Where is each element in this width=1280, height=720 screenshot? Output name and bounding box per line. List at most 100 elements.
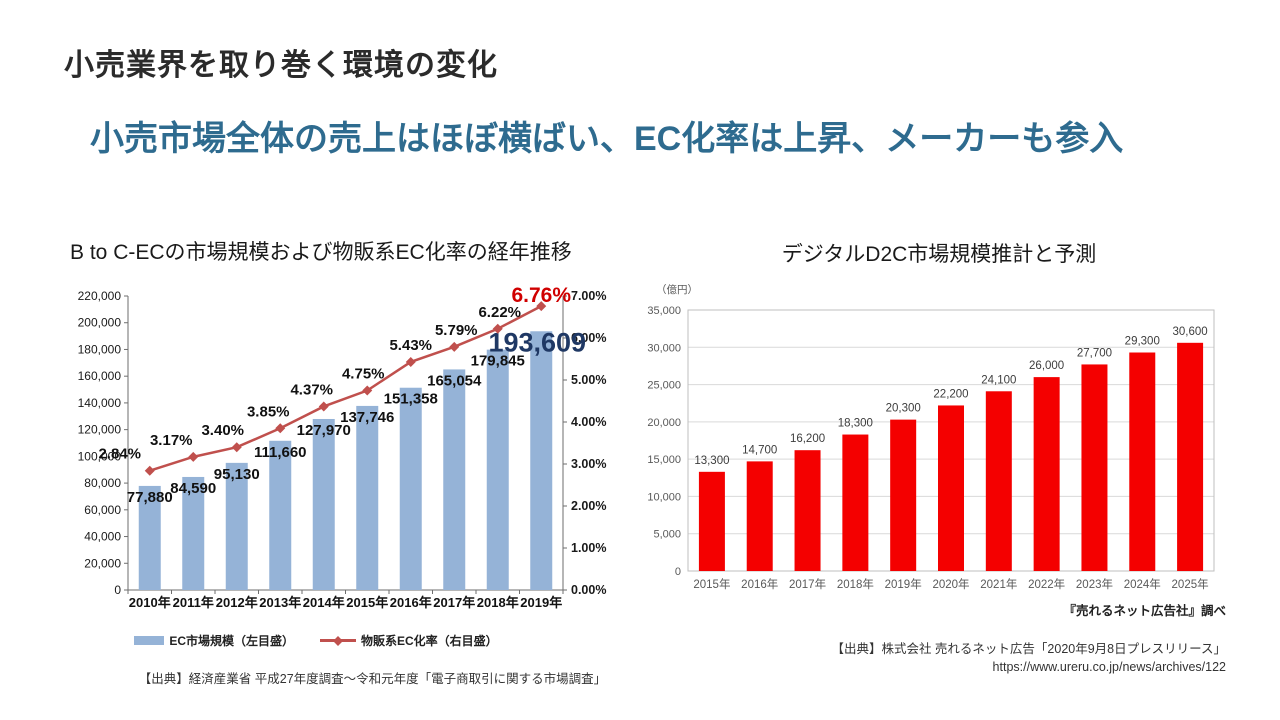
right-chart-caption: 『売れるネット広告社』調べ	[1063, 604, 1226, 618]
legend-label-bar: EC市場規模（左目盛）	[169, 634, 294, 648]
svg-text:2017年: 2017年	[789, 577, 826, 591]
svg-text:84,590: 84,590	[170, 480, 216, 497]
svg-text:30,000: 30,000	[647, 342, 681, 354]
svg-text:180,000: 180,000	[78, 342, 122, 356]
svg-text:29,300: 29,300	[1125, 336, 1160, 348]
svg-text:30,600: 30,600	[1172, 326, 1207, 338]
svg-text:160,000: 160,000	[78, 369, 122, 383]
svg-text:27,700: 27,700	[1077, 347, 1112, 359]
svg-text:18,300: 18,300	[838, 418, 873, 430]
svg-text:127,970: 127,970	[297, 422, 351, 439]
legend-label-line: 物販系EC化率（右目盛）	[361, 634, 498, 648]
svg-text:4.75%: 4.75%	[342, 366, 385, 383]
svg-text:2023年: 2023年	[1076, 577, 1113, 591]
svg-text:（億円）: （億円）	[656, 283, 698, 296]
svg-text:2021年: 2021年	[980, 577, 1017, 591]
left-chart-title: B to C-ECの市場規模および物販系EC化率の経年推移	[70, 241, 572, 264]
svg-text:179,845: 179,845	[471, 353, 525, 370]
svg-text:2012年: 2012年	[216, 595, 258, 610]
right-chart-title: デジタルD2C市場規模推計と予測	[781, 243, 1097, 266]
page-title: 小売業界を取り巻く環境の変化	[64, 49, 498, 82]
svg-text:2016年: 2016年	[741, 577, 778, 591]
svg-text:2024年: 2024年	[1124, 577, 1161, 591]
svg-text:2020年: 2020年	[932, 577, 969, 591]
svg-text:2018年: 2018年	[837, 577, 874, 591]
svg-text:2.00%: 2.00%	[571, 499, 606, 513]
left-chart-legend: EC市場規模（左目盛） 物販系EC化率（右目盛）	[66, 632, 566, 649]
svg-text:16,200: 16,200	[790, 433, 825, 445]
legend-item-ec-rate: 物販系EC化率（右目盛）	[320, 632, 498, 649]
svg-text:4.00%: 4.00%	[571, 415, 606, 429]
svg-text:35,000: 35,000	[647, 305, 681, 317]
svg-text:20,000: 20,000	[647, 417, 681, 429]
svg-text:14,700: 14,700	[742, 444, 777, 456]
svg-text:15,000: 15,000	[647, 454, 681, 466]
digital-d2c-bar-chart: 0 5,000 10,000 15,000 20,000 25,000 30,000 35,0…	[647, 283, 1215, 591]
svg-text:100,000: 100,000	[78, 449, 122, 463]
svg-text:140,000: 140,000	[78, 396, 122, 410]
svg-text:120,000: 120,000	[78, 423, 122, 437]
svg-text:165,054: 165,054	[427, 372, 482, 389]
svg-text:5.43%: 5.43%	[389, 337, 432, 354]
svg-text:6.76%: 6.76%	[511, 284, 571, 307]
svg-text:5,000: 5,000	[653, 529, 681, 541]
svg-text:2022年: 2022年	[1028, 577, 1065, 591]
btoc-ec-combo-chart: 0 20,000 40,000 60,000 80,000 100,000 120,000 1…	[78, 284, 607, 610]
page-subtitle: 小売市場全体の売上はほぼ横ばい、EC化率は上昇、メーカーも参入	[90, 120, 1124, 158]
svg-text:3.85%: 3.85%	[247, 403, 290, 420]
svg-text:5.79%: 5.79%	[435, 322, 478, 339]
svg-text:220,000: 220,000	[78, 289, 122, 303]
svg-text:13,300: 13,300	[694, 455, 729, 467]
svg-text:2010年: 2010年	[129, 595, 171, 610]
right-chart-source-line1: 【出典】株式会社 売れるネット広告「2020年9月8日プレスリリース」	[831, 642, 1226, 656]
svg-text:25,000: 25,000	[647, 380, 681, 392]
svg-text:2025年: 2025年	[1172, 577, 1209, 591]
svg-text:0: 0	[114, 583, 121, 597]
svg-text:24,100: 24,100	[981, 374, 1016, 386]
svg-text:2019年: 2019年	[885, 577, 922, 591]
svg-text:2015年: 2015年	[346, 595, 388, 610]
svg-text:2017年: 2017年	[433, 595, 475, 610]
legend-item-ec-market: EC市場規模（左目盛）	[134, 632, 294, 649]
svg-text:80,000: 80,000	[84, 476, 121, 490]
svg-text:22,200: 22,200	[933, 388, 968, 400]
svg-text:2.84%: 2.84%	[98, 446, 141, 463]
svg-text:137,746: 137,746	[340, 409, 394, 426]
svg-text:4.37%: 4.37%	[290, 381, 333, 398]
svg-text:6.22%: 6.22%	[478, 304, 521, 321]
svg-text:2011年: 2011年	[173, 595, 214, 610]
svg-text:151,358: 151,358	[384, 391, 438, 408]
left-chart-source: 【出典】経済産業省 平成27年度調査～令和元年度「電子商取引に関する市場調査」	[138, 672, 607, 686]
svg-text:60,000: 60,000	[84, 503, 121, 517]
svg-text:193,609: 193,609	[488, 327, 586, 357]
svg-text:0.00%: 0.00%	[571, 583, 606, 597]
svg-text:2013年: 2013年	[259, 595, 301, 610]
svg-text:2015年: 2015年	[693, 577, 730, 591]
bar-legend-swatch	[134, 636, 165, 645]
line-legend-swatch	[320, 639, 356, 642]
svg-text:111,660: 111,660	[254, 444, 307, 461]
svg-text:3.40%: 3.40%	[201, 422, 244, 439]
svg-text:10,000: 10,000	[647, 491, 681, 503]
right-chart-source: 【出典】株式会社 売れるネット広告「2020年9月8日プレスリリース」 http…	[648, 640, 1226, 676]
svg-text:20,000: 20,000	[84, 556, 121, 570]
svg-text:77,880: 77,880	[127, 489, 173, 506]
svg-text:2019年: 2019年	[520, 595, 562, 610]
svg-text:2014年: 2014年	[303, 595, 345, 610]
svg-text:5.00%: 5.00%	[571, 373, 606, 387]
right-chart-source-line2: https://www.ureru.co.jp/news/archives/12…	[992, 660, 1226, 675]
svg-text:3.00%: 3.00%	[571, 457, 606, 471]
svg-text:20,300: 20,300	[886, 403, 921, 415]
svg-text:40,000: 40,000	[84, 530, 121, 544]
svg-text:6.00%: 6.00%	[571, 331, 606, 345]
svg-text:2016年: 2016年	[390, 595, 432, 610]
svg-text:1.00%: 1.00%	[571, 541, 606, 555]
svg-text:7.00%: 7.00%	[571, 289, 606, 303]
svg-text:2018年: 2018年	[477, 595, 519, 610]
svg-text:3.17%: 3.17%	[150, 432, 193, 449]
svg-text:0: 0	[675, 566, 681, 578]
svg-text:200,000: 200,000	[78, 316, 122, 330]
svg-text:95,130: 95,130	[214, 466, 260, 483]
svg-text:26,000: 26,000	[1029, 360, 1064, 372]
